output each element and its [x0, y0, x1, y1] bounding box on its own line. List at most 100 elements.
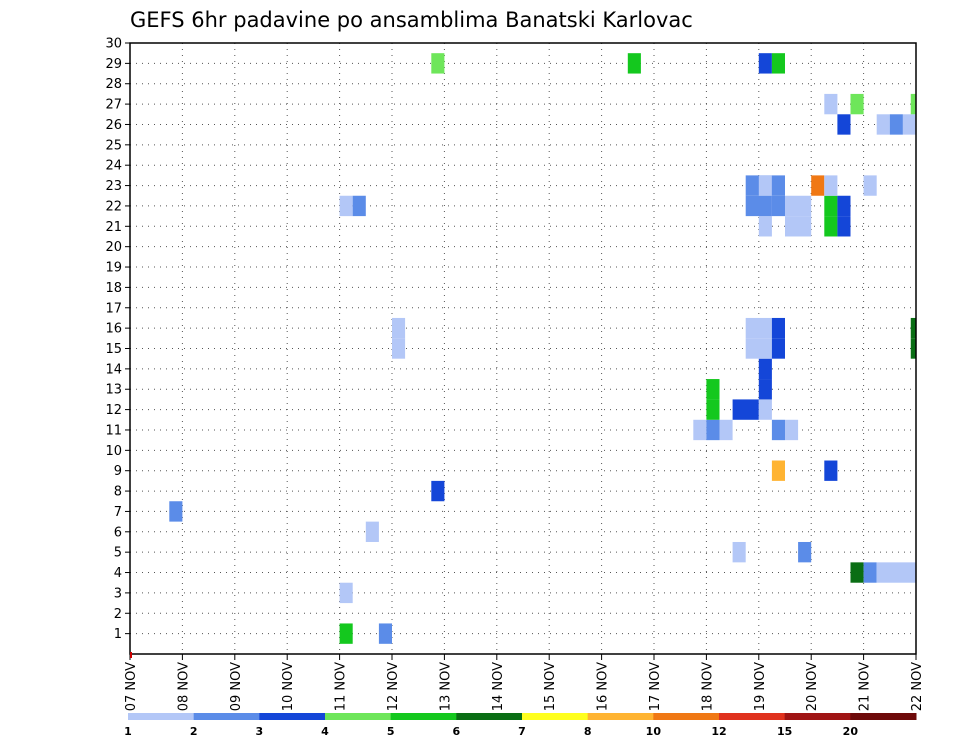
- heatmap-cell: [771, 53, 785, 74]
- x-tick-label: 13 NOV: [438, 662, 453, 711]
- x-tick-label: 08 NOV: [176, 662, 191, 711]
- data-cells: [169, 53, 916, 644]
- heatmap-cell: [745, 195, 772, 217]
- heatmap-cell: [910, 93, 916, 115]
- y-tick-label: 6: [114, 525, 122, 540]
- colorbar-label: 2: [190, 725, 198, 738]
- heatmap-cell: [850, 562, 864, 583]
- x-tick-label: 16 NOV: [596, 662, 611, 711]
- heatmap-cell: [876, 114, 890, 135]
- heatmap-cell: [771, 317, 785, 339]
- heatmap-cell: [706, 379, 720, 400]
- heatmap-cell: [798, 541, 812, 563]
- heatmap-cell: [745, 317, 772, 339]
- y-tick-label: 24: [105, 159, 122, 174]
- heatmap-cell: [392, 317, 406, 339]
- x-tick-label: 17 NOV: [648, 662, 663, 711]
- colorbar-label: 12: [711, 725, 726, 738]
- x-tick-label: 20 NOV: [805, 662, 820, 711]
- y-tick-label: 25: [105, 138, 122, 153]
- y-tick-label: 16: [105, 322, 122, 337]
- heatmap-cell: [758, 53, 772, 74]
- colorbar-swatch: [193, 713, 260, 720]
- heatmap-cell: [771, 338, 785, 359]
- x-tick-label: 07 NOV: [124, 662, 139, 711]
- colorbar-swatch: [259, 713, 326, 720]
- heatmap-cell: [706, 399, 720, 420]
- y-tick-label: 27: [105, 98, 122, 113]
- y-tick-label: 7: [114, 505, 122, 520]
- colorbar-label: 3: [256, 725, 264, 738]
- heatmap-cell: [902, 114, 916, 135]
- heatmap-cell: [863, 175, 877, 196]
- y-tick-label: 3: [114, 586, 122, 601]
- heatmap-cell: [811, 175, 825, 196]
- heatmap-cell: [785, 195, 812, 217]
- heatmap-cell: [889, 114, 903, 135]
- x-axis: 07 NOV 08 NOV 09 NOV 10 NOV 11 NOV 12 NOV 13 N…: [124, 652, 925, 711]
- colorbar-swatch: [456, 713, 523, 720]
- heatmap-cell: [719, 419, 733, 441]
- x-tick-label: 18 NOV: [700, 662, 715, 711]
- heatmap-cell: [863, 562, 877, 583]
- heatmap-cell: [910, 317, 916, 339]
- colorbar-swatch: [128, 713, 195, 720]
- y-tick-label: 17: [105, 301, 122, 316]
- y-tick-label: 15: [105, 342, 122, 357]
- y-tick-label: 19: [105, 261, 122, 276]
- y-tick-label: 28: [105, 77, 122, 92]
- colorbar-label: 15: [777, 725, 792, 738]
- x-tick-label: 09 NOV: [229, 662, 244, 711]
- y-tick-label: 11: [105, 423, 122, 438]
- colorbar-swatch: [784, 713, 851, 720]
- heatmap-cell: [745, 338, 772, 359]
- colorbar-label: 1: [124, 725, 132, 738]
- heatmap-cell: [771, 419, 785, 441]
- x-tick-label: 15 NOV: [543, 662, 558, 711]
- heatmap-cell: [824, 195, 838, 217]
- heatmap-cell: [431, 53, 445, 74]
- heatmap-cell: [706, 419, 720, 441]
- colorbar-label: 7: [518, 725, 526, 738]
- heatmap-cell: [693, 419, 707, 441]
- colorbar-label: 5: [387, 725, 395, 738]
- heatmap-cell: [824, 460, 838, 481]
- heatmap-cell: [392, 338, 406, 359]
- y-tick-label: 29: [105, 57, 122, 72]
- heatmap-cell: [732, 399, 759, 420]
- heatmap-cell: [431, 480, 445, 502]
- colorbar-legend: 1 2 3 4 5 6 7 8 10 12 15 20: [124, 713, 917, 738]
- heatmap-cell: [824, 93, 838, 115]
- heatmap-cell: [837, 216, 851, 237]
- colorbar-swatch: [850, 713, 917, 720]
- heatmap-cell: [910, 338, 916, 359]
- y-tick-label: 26: [105, 118, 122, 133]
- heatmap-cell: [824, 175, 838, 196]
- x-tick-label: 21 NOV: [858, 662, 873, 711]
- colorbar-swatch: [522, 713, 589, 720]
- y-tick-label: 9: [114, 464, 122, 479]
- heatmap-cell: [850, 93, 864, 115]
- y-tick-label: 4: [114, 566, 122, 581]
- heatmap-cell: [378, 623, 392, 644]
- x-tick-label: 19 NOV: [753, 662, 768, 711]
- x-tick-label: 12 NOV: [386, 662, 401, 711]
- heatmap-cell: [785, 216, 812, 237]
- y-tick-label: 2: [114, 607, 122, 622]
- heatmap-cell: [169, 501, 183, 522]
- x-tick-label: 10 NOV: [281, 662, 296, 711]
- y-tick-label: 20: [105, 240, 122, 255]
- heatmap-cell: [758, 175, 772, 196]
- heatmap-cell: [837, 114, 851, 135]
- heatmap-cell: [785, 419, 799, 441]
- y-tick-label: 21: [105, 220, 122, 235]
- y-tick-label: 13: [105, 383, 122, 398]
- x-tick-label: 11 NOV: [334, 662, 349, 711]
- y-tick-label: 12: [105, 403, 122, 418]
- y-tick-label: 10: [105, 444, 122, 459]
- heatmap-cell: [771, 195, 785, 217]
- heatmap-cell: [352, 195, 366, 217]
- heatmap-cell: [339, 582, 353, 604]
- heatmap-cell: [824, 216, 838, 237]
- heatmap-cell: [876, 562, 916, 583]
